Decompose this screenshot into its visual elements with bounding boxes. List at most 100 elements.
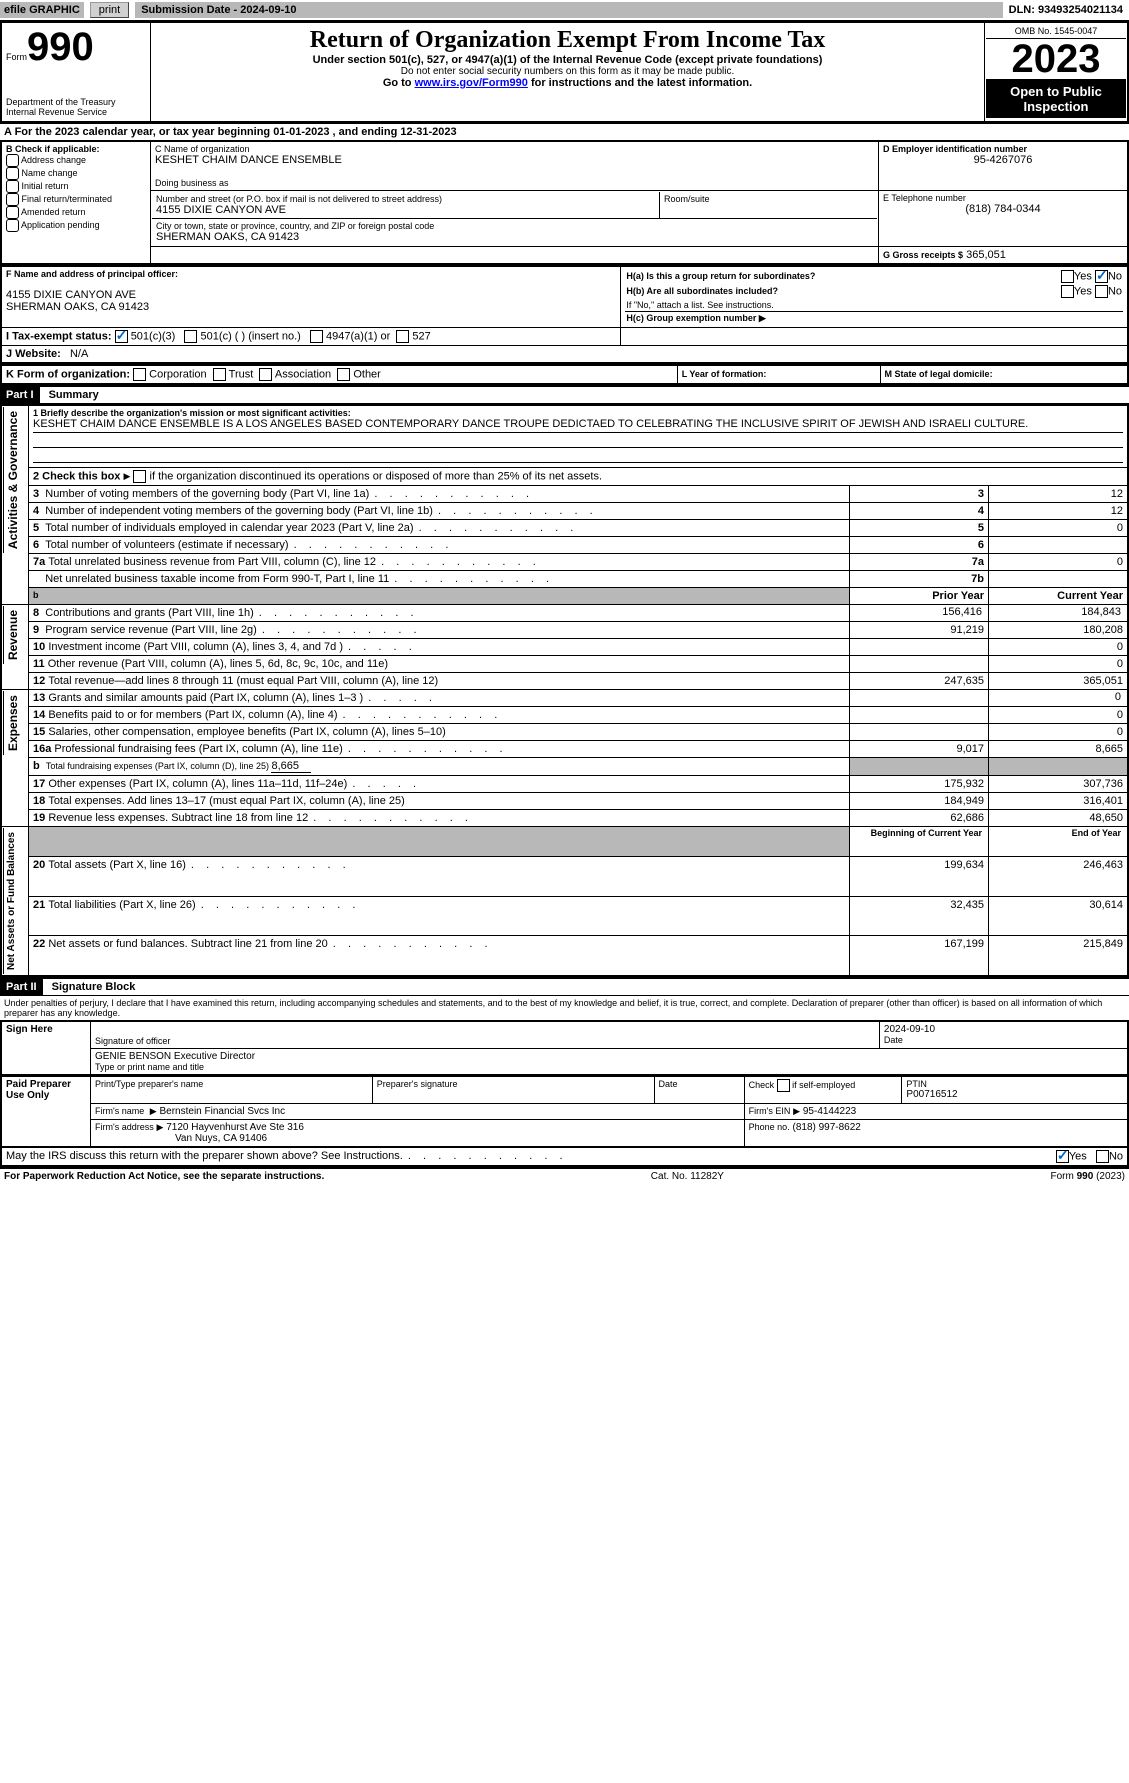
e-label: E Telephone number	[883, 193, 1123, 203]
sign-here-table: Sign Here Signature of officer 2024-09-1…	[0, 1020, 1129, 1076]
prep-sig-label: Preparer's signature	[377, 1079, 650, 1089]
efile-label: efile GRAPHIC	[0, 2, 84, 18]
i-4947[interactable]	[310, 330, 323, 343]
discuss-text: May the IRS discuss this return with the…	[6, 1150, 565, 1162]
vert-na: Net Assets or Fund Balances	[3, 828, 19, 974]
firm-name: Bernstein Financial Svcs Inc	[160, 1106, 286, 1117]
check-initial-return[interactable]	[6, 180, 19, 193]
k-other[interactable]	[337, 368, 350, 381]
ag-line-6: Total number of volunteers (estimate if …	[45, 539, 450, 551]
street: 4155 DIXIE CANYON AVE	[156, 204, 655, 216]
k-assoc[interactable]	[259, 368, 272, 381]
phone: (818) 997-8622	[792, 1122, 860, 1133]
submission-date: Submission Date - 2024-09-10	[135, 2, 1002, 18]
na-begin-22: 167,199	[850, 935, 989, 976]
exp-line-14: Benefits paid to or for members (Part IX…	[48, 709, 499, 721]
rev-curr-11: 0	[989, 656, 1129, 673]
print-button[interactable]: print	[90, 2, 129, 18]
exp-prior-17: 175,932	[850, 776, 989, 793]
exp-prior-19: 62,686	[850, 810, 989, 827]
city: SHERMAN OAKS, CA 91423	[156, 231, 873, 243]
b-label: B Check if applicable:	[6, 144, 146, 154]
officer-block: F Name and address of principal officer:…	[0, 265, 1129, 364]
col-begin: Beginning of Current Year	[850, 827, 989, 857]
f-label: F Name and address of principal officer:	[6, 269, 616, 279]
na-line-22: Net assets or fund balances. Subtract li…	[48, 938, 489, 950]
firm-addr-label: Firm's address	[95, 1122, 154, 1132]
dept-treasury: Department of the Treasury	[6, 97, 146, 107]
telephone: (818) 784-0344	[883, 203, 1123, 215]
discuss-yes[interactable]	[1056, 1150, 1069, 1163]
form-number: 990	[27, 25, 94, 69]
ha-yes[interactable]	[1061, 270, 1074, 283]
firm-addr1: 7120 Hayvenhurst Ave Ste 316	[166, 1122, 304, 1133]
officer-addr2: SHERMAN OAKS, CA 91423	[6, 301, 616, 313]
ein: 95-4267076	[883, 154, 1123, 166]
d-label: D Employer identification number	[883, 144, 1123, 154]
officer-name-title: GENIE BENSON Executive Director	[95, 1051, 1123, 1062]
rev-line-10: Investment income (Part VIII, column (A)…	[48, 641, 413, 653]
na-line-21: Total liabilities (Part X, line 26)	[48, 899, 357, 911]
exp-prior-18: 184,949	[850, 793, 989, 810]
m-label: M State of legal domicile:	[885, 369, 993, 379]
rev-prior-8: 156,416	[850, 605, 989, 622]
street-label: Number and street (or P.O. box if mail i…	[156, 194, 655, 204]
line-a: A For the 2023 calendar year, or tax yea…	[0, 123, 1129, 140]
self-employed-check[interactable]	[777, 1079, 790, 1092]
sig-officer-label: Signature of officer	[95, 1036, 875, 1046]
part1-header: Part I	[0, 387, 40, 403]
k-corp[interactable]	[133, 368, 146, 381]
ag-line-3: Number of voting members of the governin…	[45, 488, 531, 500]
identity-block: B Check if applicable: Address change Na…	[0, 140, 1129, 265]
form-subtitle-3: Go to www.irs.gov/Form990 for instructio…	[159, 77, 976, 89]
irs-link[interactable]: www.irs.gov/Form990	[415, 77, 528, 89]
check-amended[interactable]	[6, 206, 19, 219]
i-label: I Tax-exempt status:	[6, 330, 112, 342]
ha-no[interactable]	[1095, 270, 1108, 283]
declaration: Under penalties of perjury, I declare th…	[0, 996, 1129, 1020]
irs-label: Internal Revenue Service	[6, 107, 146, 117]
ag-line-4: Number of independent voting members of …	[45, 505, 594, 517]
city-label: City or town, state or province, country…	[156, 221, 873, 231]
exp-curr-16a: 8,665	[989, 741, 1129, 758]
form-title: Return of Organization Exempt From Incom…	[159, 27, 976, 54]
part2-title: Signature Block	[46, 979, 142, 995]
hb-no[interactable]	[1095, 285, 1108, 298]
check-app-pending[interactable]	[6, 219, 19, 232]
hb-yes[interactable]	[1061, 285, 1074, 298]
exp-curr-17: 307,736	[989, 776, 1129, 793]
line2-post: if the organization discontinued its ope…	[150, 470, 603, 482]
na-end-21: 30,614	[989, 896, 1129, 935]
ag-line-7a: Total unrelated business revenue from Pa…	[48, 556, 538, 568]
l-label: L Year of formation:	[682, 369, 767, 379]
vert-ag: Activities & Governance	[3, 407, 22, 553]
check-name-change[interactable]	[6, 167, 19, 180]
exp-curr-18: 316,401	[989, 793, 1129, 810]
i-501c[interactable]	[184, 330, 197, 343]
rev-curr-9: 180,208	[989, 622, 1129, 639]
ag-line-7b: Net unrelated business taxable income fr…	[45, 573, 551, 585]
exp-curr-13: 0	[989, 690, 1129, 707]
discuss-no[interactable]	[1096, 1150, 1109, 1163]
line2-check[interactable]	[133, 470, 146, 483]
officer-addr1: 4155 DIXIE CANYON AVE	[6, 289, 616, 301]
hc-label: H(c) Group exemption number	[625, 312, 1123, 326]
prep-print-label: Print/Type preparer's name	[95, 1079, 368, 1089]
rev-line-12: Total revenue—add lines 8 through 11 (mu…	[48, 675, 438, 687]
sig-date-val: 2024-09-10	[884, 1024, 1123, 1035]
footer-mid: Cat. No. 11282Y	[651, 1171, 724, 1182]
exp-line-19: Revenue less expenses. Subtract line 18 …	[48, 812, 470, 824]
check-final-return[interactable]	[6, 193, 19, 206]
ag-line-5: Total number of individuals employed in …	[45, 522, 575, 534]
i-527[interactable]	[396, 330, 409, 343]
k-trust[interactable]	[213, 368, 226, 381]
na-line-20: Total assets (Part X, line 16)	[48, 859, 347, 871]
preparer-label: Paid Preparer Use Only	[1, 1077, 91, 1148]
check-address-change[interactable]	[6, 154, 19, 167]
rev-line-11: Other revenue (Part VIII, column (A), li…	[48, 658, 388, 670]
na-begin-21: 32,435	[850, 896, 989, 935]
i-501c3[interactable]	[115, 330, 128, 343]
c-name-label: C Name of organization	[155, 144, 874, 154]
part1-table: Activities & Governance 1 Briefly descri…	[0, 404, 1129, 977]
col-current: Current Year	[989, 588, 1129, 605]
